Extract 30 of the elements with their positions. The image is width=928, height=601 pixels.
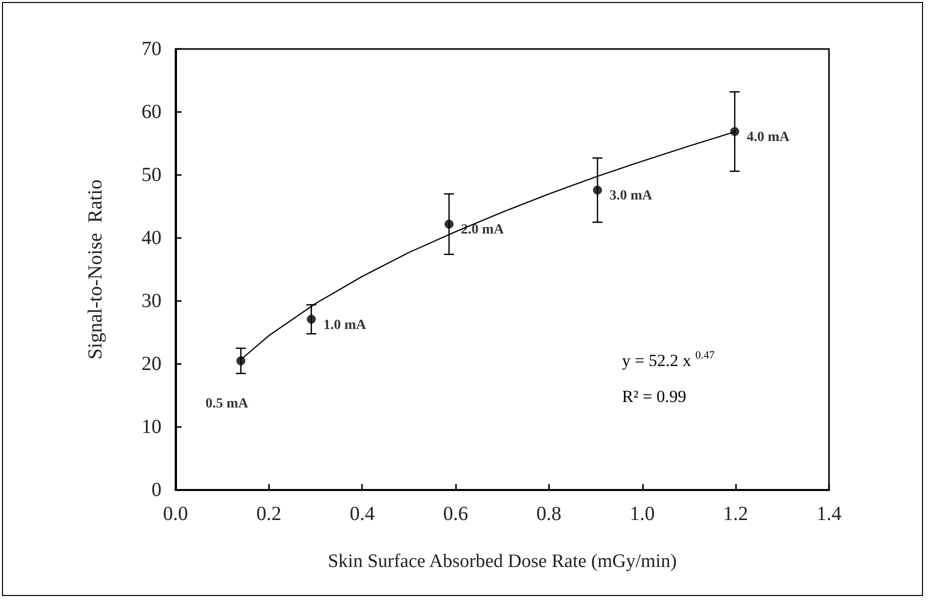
point	[730, 127, 740, 136]
annotation: R² = 0.99	[622, 387, 686, 406]
x-tick-label: 1.4	[816, 503, 842, 525]
annotation: 0.5 mA	[205, 396, 250, 412]
point	[236, 356, 246, 366]
y-tick-label: 10	[142, 416, 162, 438]
x-tick-label: 0.6	[443, 503, 468, 525]
annotation: 1.0 mA	[323, 318, 367, 333]
x-tick-label: 0.4	[350, 503, 375, 525]
x-tick-label: 0.0	[163, 503, 188, 525]
point	[306, 314, 316, 324]
x-tick-label: 0.2	[256, 503, 282, 525]
annotation: 4.0 mA	[746, 130, 790, 146]
x-tick-label: 0.8	[536, 503, 562, 525]
y-tick-label: 40	[142, 227, 162, 249]
x-tick-label: 1.0	[630, 503, 655, 525]
y-tick-label: 60	[142, 101, 162, 123]
y-tick-label: 70	[142, 38, 162, 60]
y-tick-label: 50	[142, 164, 162, 186]
y-tick-label: 0	[152, 479, 162, 501]
x-axis-title: Skin Surface Absorbed Dose Rate (mGy/min)	[328, 551, 677, 572]
annotation: y = 52.2 x 0.47	[622, 350, 716, 370]
point	[592, 186, 602, 195]
y-axis-title: Signal-to-Noise Ratio	[84, 180, 106, 360]
annotation: 3.0 mA	[609, 188, 654, 204]
x-tick-label: 1.2	[723, 503, 748, 525]
y-tick-label: 20	[142, 353, 162, 375]
y-tick-label: 30	[142, 290, 162, 312]
point	[444, 220, 454, 229]
annotation: 2.0 mA	[461, 222, 505, 238]
